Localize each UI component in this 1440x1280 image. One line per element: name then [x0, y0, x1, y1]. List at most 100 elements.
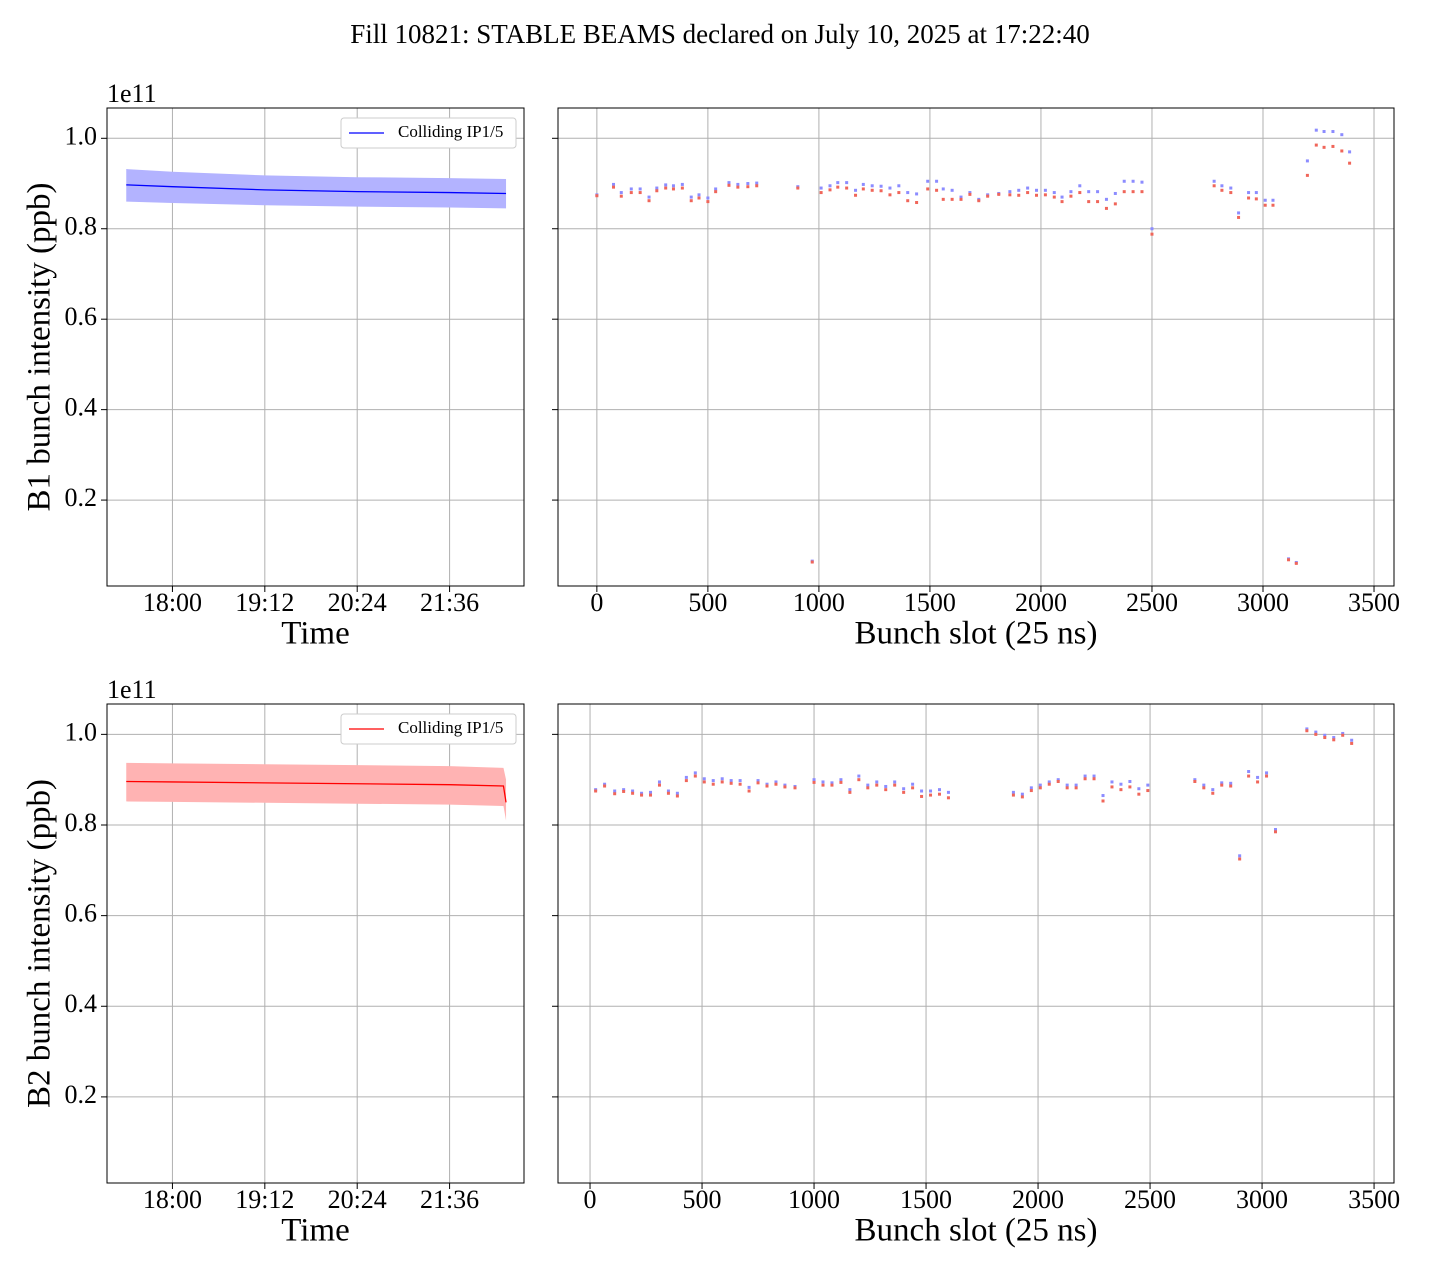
point — [638, 187, 642, 191]
x-tick-label: 20:24 — [328, 588, 387, 617]
point — [684, 779, 688, 783]
point — [736, 185, 740, 189]
point — [857, 774, 861, 778]
point — [1008, 190, 1012, 194]
point — [1220, 783, 1224, 787]
point — [828, 184, 832, 188]
point — [1083, 774, 1087, 778]
point — [675, 794, 679, 798]
point — [857, 778, 861, 782]
point — [884, 784, 888, 788]
point — [1323, 736, 1327, 740]
point — [649, 790, 653, 794]
point — [1119, 782, 1123, 786]
point — [1212, 184, 1216, 188]
point — [812, 778, 816, 782]
x-tick-label: 3000 — [1237, 588, 1289, 617]
axes-frame — [106, 703, 525, 1184]
point — [1294, 561, 1298, 565]
point — [747, 789, 751, 793]
point — [1211, 791, 1215, 795]
point — [1017, 193, 1021, 197]
point — [937, 792, 941, 796]
point — [1322, 130, 1326, 134]
point — [664, 186, 668, 190]
point — [968, 191, 972, 195]
point — [1265, 771, 1269, 775]
point — [1043, 193, 1047, 197]
point — [1096, 200, 1100, 204]
point — [765, 782, 769, 786]
point — [664, 183, 668, 187]
point — [1069, 194, 1073, 198]
point — [631, 789, 635, 793]
point — [1314, 143, 1318, 147]
point — [941, 187, 945, 191]
y-tick-label: 1.0 — [65, 717, 98, 746]
point — [629, 187, 633, 191]
point — [1047, 780, 1051, 784]
point — [666, 789, 670, 793]
x-tick-label: 1000 — [788, 1185, 840, 1214]
point — [902, 790, 906, 794]
point — [1247, 191, 1251, 195]
point — [1212, 179, 1216, 183]
point — [911, 782, 915, 786]
point — [1323, 733, 1327, 737]
point — [746, 185, 750, 189]
point — [1150, 227, 1154, 231]
point — [1038, 783, 1042, 787]
point — [1332, 738, 1336, 742]
point — [655, 189, 659, 193]
point — [946, 796, 950, 800]
point — [1211, 788, 1215, 792]
point — [830, 781, 834, 785]
point — [1029, 786, 1033, 790]
y-axis-label: B2 bunch intensity (ppb) — [22, 779, 58, 1108]
point — [603, 784, 607, 788]
x-tick-label: 3500 — [1348, 1185, 1400, 1214]
point — [1314, 732, 1318, 736]
point — [819, 186, 823, 190]
point — [655, 186, 659, 190]
point — [1263, 203, 1267, 207]
point — [828, 188, 832, 192]
offset-label: 1e11 — [107, 79, 157, 108]
band — [126, 762, 507, 821]
point — [920, 789, 924, 793]
point — [1119, 788, 1123, 792]
point — [697, 196, 701, 200]
point — [1229, 781, 1233, 785]
point — [1348, 161, 1352, 165]
point — [689, 195, 693, 199]
point — [875, 780, 879, 784]
point — [1220, 781, 1224, 785]
point — [1140, 190, 1144, 194]
point — [693, 771, 697, 775]
point — [1043, 188, 1047, 192]
point — [1060, 200, 1064, 204]
x-tick-label: 2500 — [1126, 588, 1178, 617]
x-tick-label: 1000 — [793, 588, 845, 617]
axes-frame — [106, 107, 525, 587]
x-tick-label: 18:00 — [143, 588, 202, 617]
point — [906, 199, 910, 203]
point — [1131, 190, 1135, 194]
x-tick-label: 2000 — [1015, 588, 1067, 617]
point — [640, 791, 644, 795]
point — [810, 560, 814, 564]
point — [1122, 179, 1126, 183]
point — [755, 181, 759, 185]
point — [861, 187, 865, 191]
line — [126, 780, 507, 803]
point — [714, 187, 718, 191]
point — [1220, 184, 1224, 188]
point — [684, 775, 688, 779]
point — [1087, 200, 1091, 204]
point — [1193, 778, 1197, 782]
point — [720, 777, 724, 781]
point — [997, 192, 1001, 196]
point — [1065, 786, 1069, 790]
y-tick-label: 0.8 — [65, 212, 98, 241]
point — [1020, 792, 1024, 796]
